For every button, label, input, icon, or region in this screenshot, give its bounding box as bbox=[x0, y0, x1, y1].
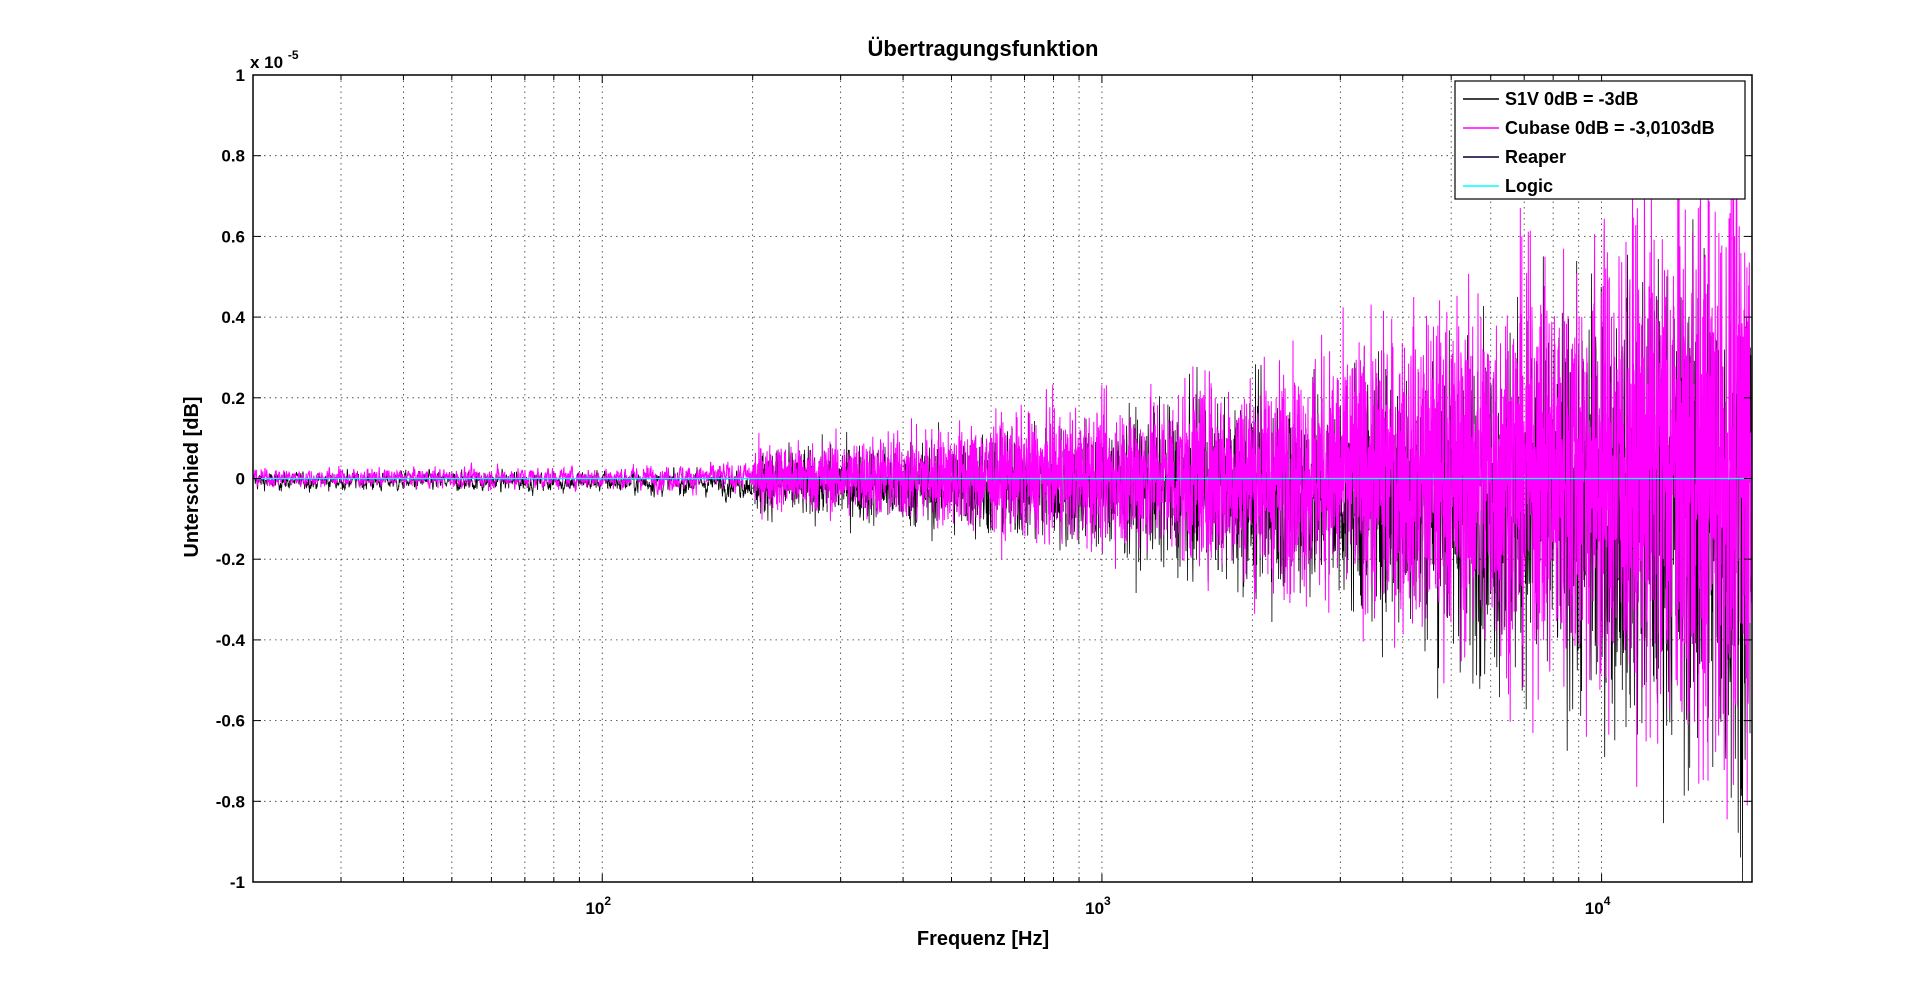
y-tick-label: 1 bbox=[236, 66, 245, 85]
y-exponent-power: -5 bbox=[288, 48, 299, 62]
tick-marks bbox=[253, 74, 1752, 883]
x-tick-label-base: 10 bbox=[1085, 899, 1104, 918]
legend-entry: Logic bbox=[1505, 176, 1553, 196]
y-tick-label: 0 bbox=[236, 470, 245, 489]
y-tick-label: -0.8 bbox=[216, 792, 245, 811]
y-exponent-base: x 10 bbox=[250, 53, 283, 72]
legend-entry: Reaper bbox=[1505, 147, 1566, 167]
y-tick-label: -0.2 bbox=[216, 550, 245, 569]
y-exponent-label: x 10 -5 bbox=[250, 48, 299, 72]
x-tick-label-base: 10 bbox=[1585, 899, 1604, 918]
legend: S1V 0dB = -3dB Cubase 0dB = -3,0103dB Reap… bbox=[1454, 80, 1746, 200]
y-tick-label: 0.2 bbox=[221, 389, 245, 408]
chart-title: Übertragungsfunktion bbox=[868, 36, 1099, 61]
y-axis-label: Unterschied [dB] bbox=[181, 396, 203, 557]
legend-entry: S1V 0dB = -3dB bbox=[1505, 89, 1639, 109]
x-tick-label-power: 2 bbox=[604, 894, 611, 908]
y-tick-label: 0.4 bbox=[221, 308, 245, 327]
y-tick-label: -0.6 bbox=[216, 712, 245, 731]
y-tick-label: 0.8 bbox=[221, 147, 245, 166]
x-tick-label-base: 10 bbox=[585, 899, 604, 918]
y-tick-label: -1 bbox=[230, 873, 245, 892]
series-line-cubase bbox=[253, 102, 1752, 820]
x-tick-label-power: 3 bbox=[1104, 894, 1111, 908]
legend-box bbox=[1454, 80, 1746, 200]
x-tick-label-power: 4 bbox=[1604, 894, 1611, 908]
x-axis-label: Frequenz [Hz] bbox=[917, 928, 1049, 950]
x-tick-label: 103 bbox=[1085, 894, 1111, 918]
y-tick-label: -0.4 bbox=[216, 631, 246, 650]
y-tick-label: 0.6 bbox=[221, 227, 245, 246]
plot-data bbox=[253, 102, 1752, 882]
x-tick-label: 102 bbox=[585, 894, 611, 918]
legend-entry: Cubase 0dB = -3,0103dB bbox=[1505, 118, 1715, 138]
x-tick-label: 104 bbox=[1585, 894, 1611, 918]
